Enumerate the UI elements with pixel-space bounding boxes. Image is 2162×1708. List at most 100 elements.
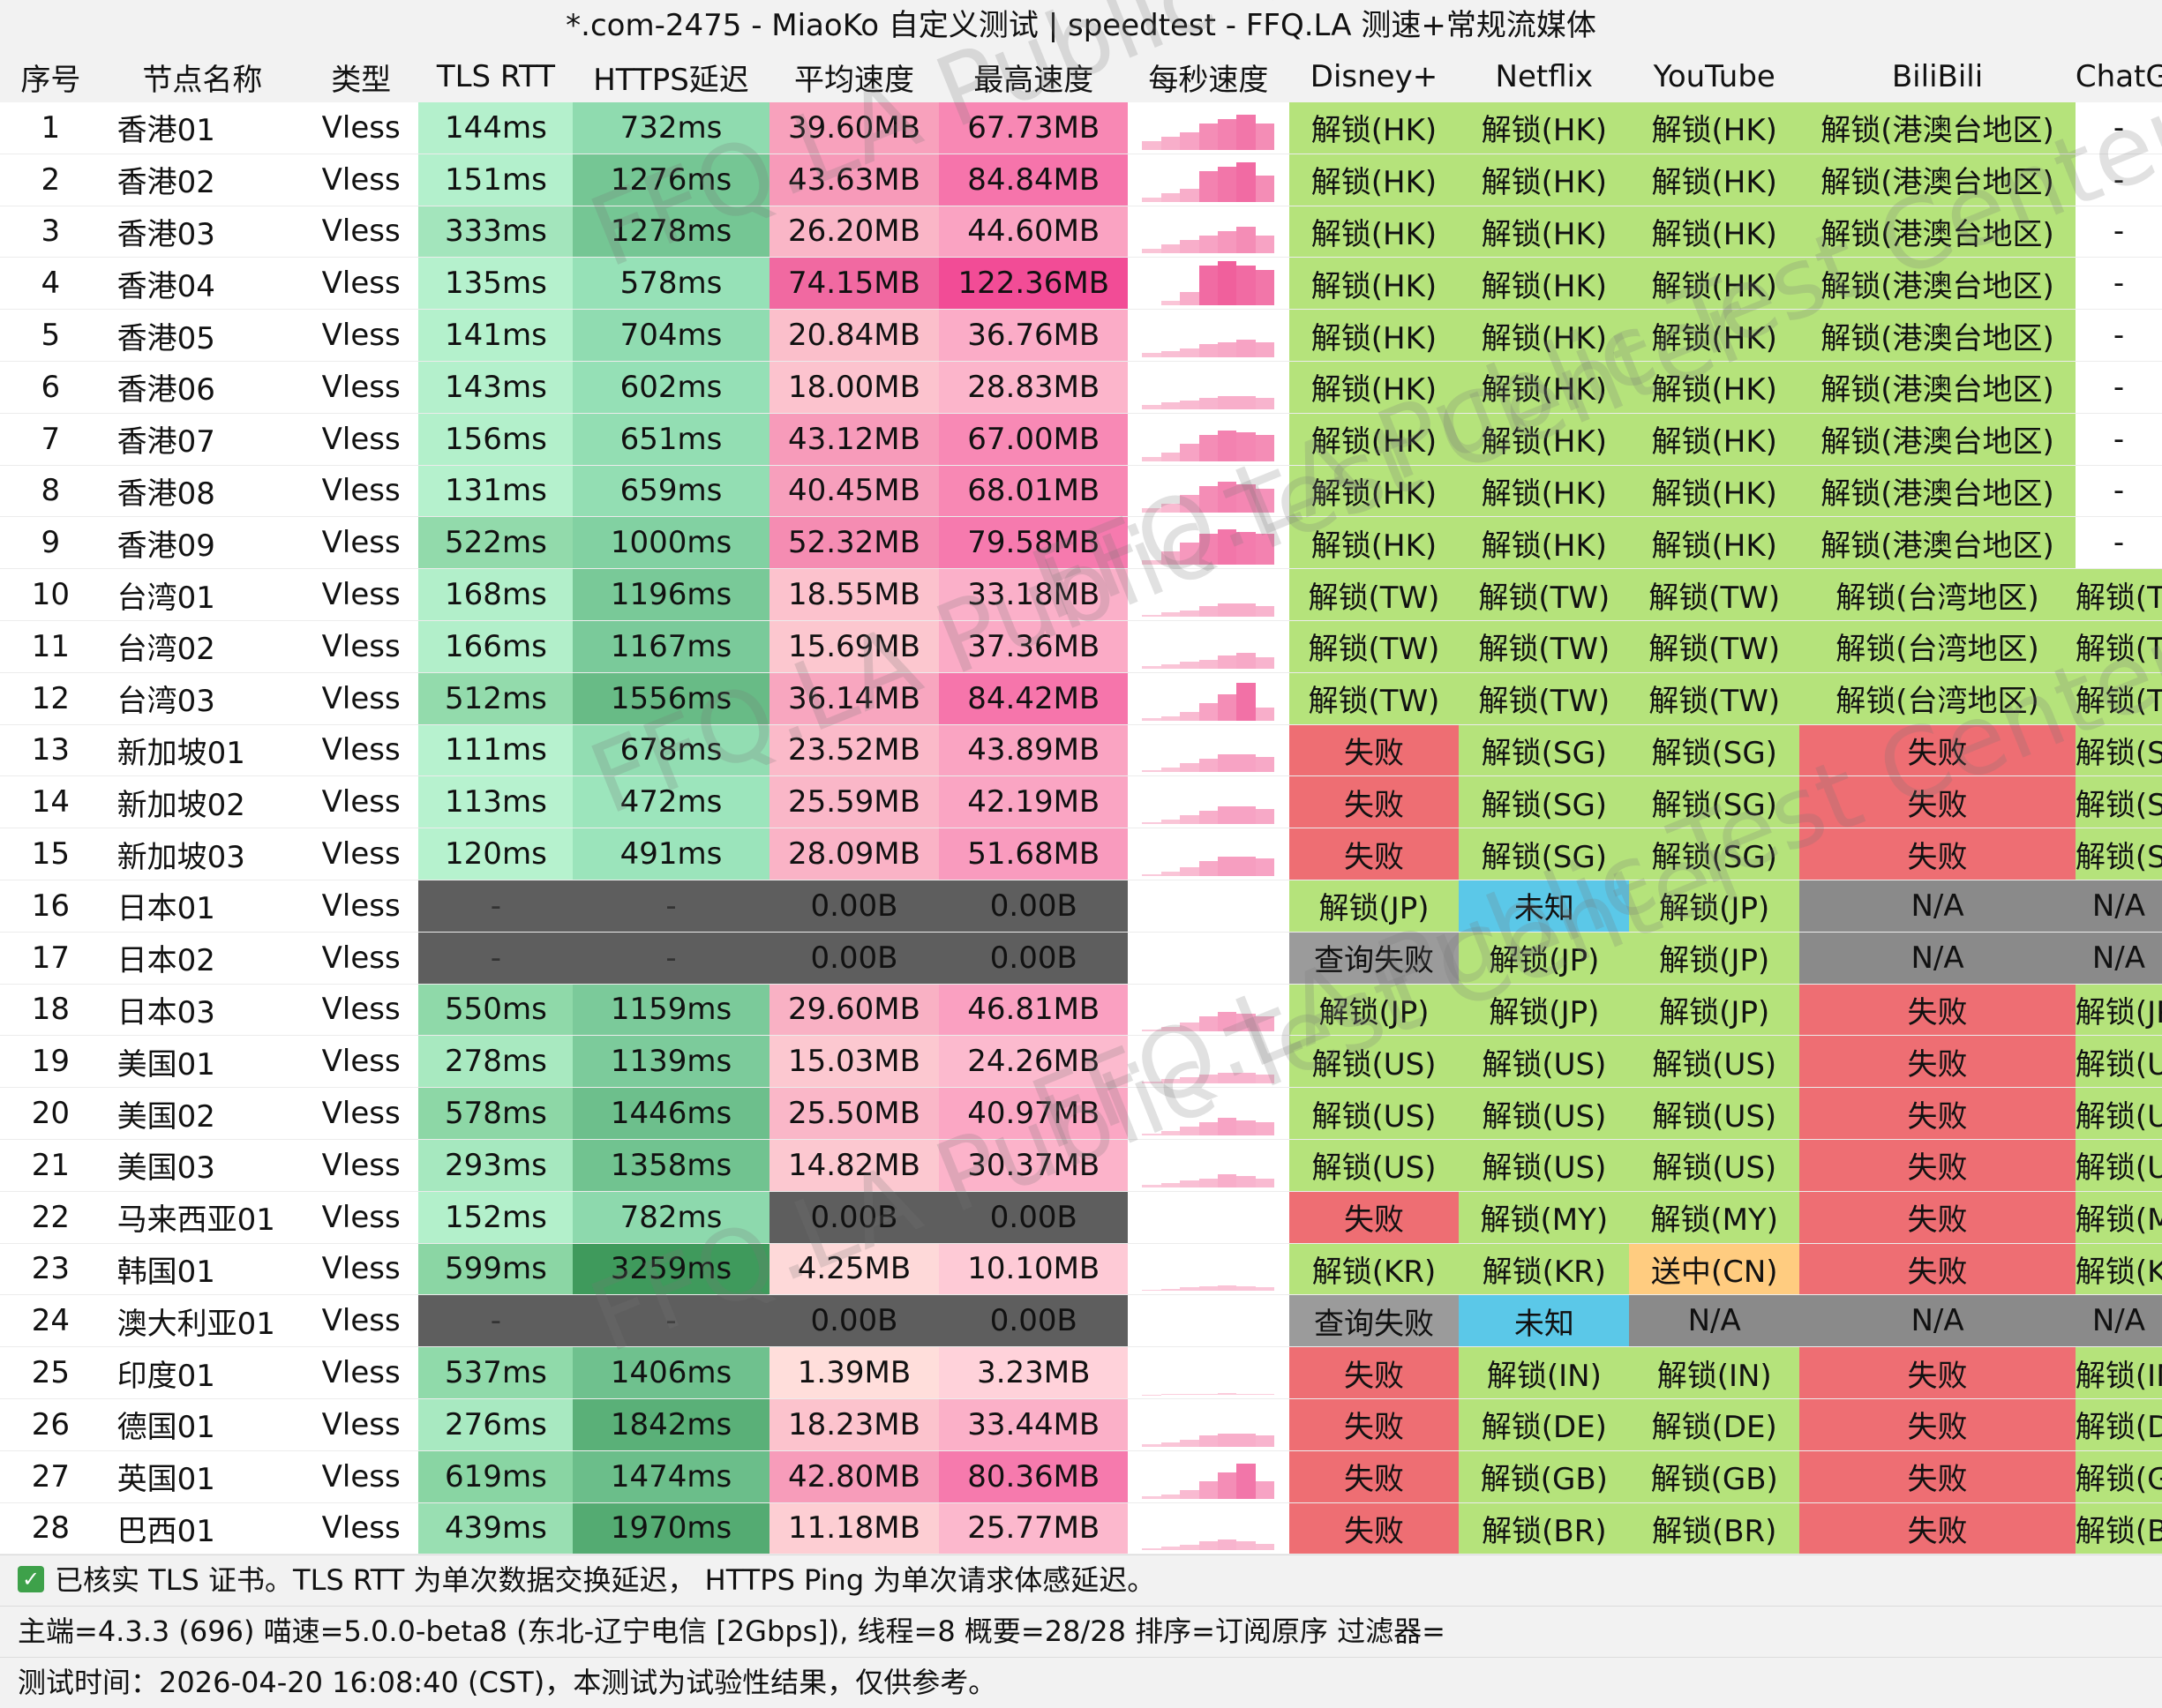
cell-index: 1 bbox=[0, 102, 101, 154]
cell-disney: 解锁(JP) bbox=[1288, 880, 1460, 933]
cell-type: Vless bbox=[304, 516, 419, 570]
table-row[interactable]: 16 日本01 Vless - -0.00B 0.00B 解锁(JP) 未知 解锁(JP) N/A… bbox=[0, 880, 2162, 933]
cell-index: 25 bbox=[0, 1346, 101, 1399]
table-row[interactable]: 15 新加坡03 Vless 120ms 491ms 28.09MB 51.68MB 失败 解锁… bbox=[0, 828, 2162, 880]
cell-node-name: 德国01 bbox=[101, 1398, 304, 1451]
cell-https-latency: 659ms bbox=[573, 465, 769, 518]
table-row[interactable]: 21 美国03 Vless 293ms 1358ms 14.82MB 30.37MB 解锁(U… bbox=[0, 1139, 2162, 1192]
speed-sparkline bbox=[1142, 728, 1275, 773]
cell-avg-speed: 36.14MB bbox=[769, 672, 940, 725]
header-type[interactable]: 类型 bbox=[304, 51, 419, 102]
table-row[interactable]: 26 德国01 Vless 276ms 1842ms 18.23MB 33.44MB 失败 解锁… bbox=[0, 1398, 2162, 1451]
table-row[interactable]: 22 马来西亚01 Vless 152ms 782ms 0.00B 0.00B 失败 解锁(MY… bbox=[0, 1191, 2162, 1244]
table-row[interactable]: 24 澳大利亚01 Vless - -0.00B 0.00B 查询失败 未知 N/A N/A N/A bbox=[0, 1294, 2162, 1348]
cell-node-name: 台湾02 bbox=[101, 620, 304, 673]
table-row[interactable]: 6 香港06 Vless 143ms 602ms 18.00MB 28.83MB 解锁(HK)… bbox=[0, 361, 2162, 414]
sparkline-bar bbox=[1180, 400, 1199, 409]
table-row[interactable]: 20 美国02 Vless 578ms 1446ms 25.50MB 40.97MB 解锁(U… bbox=[0, 1087, 2162, 1140]
header-node-name[interactable]: 节点名称 bbox=[101, 51, 304, 102]
cell-avg-speed: 11.18MB bbox=[769, 1502, 940, 1555]
cell-tls-rtt: - bbox=[418, 932, 574, 985]
cell-index: 22 bbox=[0, 1191, 101, 1244]
header-netflix[interactable]: Netflix bbox=[1459, 51, 1630, 102]
cell-netflix: 解锁(SG) bbox=[1459, 828, 1630, 880]
cell-type: Vless bbox=[304, 1035, 419, 1089]
sparkline-bar bbox=[1142, 1029, 1161, 1032]
cell-type: Vless bbox=[304, 880, 419, 933]
cell-node-name: 香港07 bbox=[101, 413, 304, 466]
table-row[interactable]: 13 新加坡01 Vless 111ms 678ms 23.52MB 43.89MB 失败 解锁… bbox=[0, 724, 2162, 777]
sparkline-bar bbox=[1218, 395, 1237, 409]
cell-bilibili: 失败 bbox=[1799, 984, 2076, 1037]
sparkline-bar bbox=[1198, 486, 1219, 513]
cell-youtube: 解锁(US) bbox=[1629, 1087, 1800, 1140]
cell-index: 9 bbox=[0, 516, 101, 570]
table-row[interactable]: 27 英国01 Vless 619ms 1474ms 42.80MB 80.36MB 失败 解锁… bbox=[0, 1450, 2162, 1503]
table-row[interactable]: 14 新加坡02 Vless 113ms 472ms 25.59MB 42.19MB 失败 解锁… bbox=[0, 775, 2162, 829]
table-row[interactable]: 5 香港05 Vless 141ms 704ms 20.84MB 36.76MB 解锁(HK)… bbox=[0, 309, 2162, 362]
table-row[interactable]: 10 台湾01 Vless 168ms 1196ms 18.55MB 33.18MB 解锁(T… bbox=[0, 568, 2162, 621]
cell-bilibili: 解锁(港澳台地区) bbox=[1799, 206, 2076, 258]
table-row[interactable]: 23 韩国01 Vless 599ms 3259ms 4.25MB 10.10MB 解锁(KR… bbox=[0, 1243, 2162, 1296]
table-header-row: 序号 节点名称 类型 TLS RTT HTTPS延迟 平均速度 最高速度 每秒速… bbox=[0, 51, 2162, 102]
cell-node-name: 香港09 bbox=[101, 516, 304, 570]
header-youtube[interactable]: YouTube bbox=[1629, 51, 1800, 102]
cell-avg-speed: 40.45MB bbox=[769, 465, 940, 518]
sparkline-bar bbox=[1218, 1539, 1237, 1551]
header-avg-speed[interactable]: 平均速度 bbox=[769, 51, 940, 102]
header-https-latency[interactable]: HTTPS延迟 bbox=[573, 51, 769, 102]
cell-node-name: 香港05 bbox=[101, 309, 304, 362]
cell-https-latency: 3259ms bbox=[573, 1243, 769, 1296]
table-row[interactable]: 9 香港09 Vless 522ms 1000ms 52.32MB 79.58MB 解锁(HK… bbox=[0, 516, 2162, 570]
cell-youtube: 解锁(SG) bbox=[1629, 828, 1800, 880]
table-row[interactable]: 19 美国01 Vless 278ms 1139ms 15.03MB 24.26MB 解锁(U… bbox=[0, 1035, 2162, 1089]
table-row[interactable]: 11 台湾02 Vless 166ms 1167ms 15.69MB 37.36MB 解锁(T… bbox=[0, 620, 2162, 673]
cell-per-second-speed bbox=[1128, 206, 1289, 258]
cell-per-second-speed bbox=[1128, 880, 1289, 933]
cell-youtube: 解锁(TW) bbox=[1629, 620, 1800, 673]
table-row[interactable]: 12 台湾03 Vless 512ms 1556ms 36.14MB 84.42MB 解锁(T… bbox=[0, 672, 2162, 725]
table-row[interactable]: 8 香港08 Vless 131ms 659ms 40.45MB 68.01MB 解锁(HK)… bbox=[0, 465, 2162, 518]
cell-node-name: 韩国01 bbox=[101, 1243, 304, 1296]
table-row[interactable]: 28 巴西01 Vless 439ms 1970ms 11.18MB 25.77MB 失败 解锁… bbox=[0, 1502, 2162, 1555]
cell-avg-speed: 52.32MB bbox=[769, 516, 940, 570]
sparkline-bar bbox=[1218, 261, 1237, 306]
sparkline-bar bbox=[1180, 1545, 1199, 1551]
header-disney[interactable]: Disney+ bbox=[1288, 51, 1460, 102]
speed-sparkline bbox=[1142, 261, 1275, 306]
header-chatgpt[interactable]: ChatGPT bbox=[2075, 51, 2162, 102]
table-row[interactable]: 3 香港03 Vless 333ms 1278ms 26.20MB 44.60MB 解锁(HK… bbox=[0, 206, 2162, 258]
sparkline-bar bbox=[1142, 404, 1161, 409]
cell-per-second-speed bbox=[1128, 154, 1289, 206]
cell-disney: 解锁(KR) bbox=[1288, 1243, 1460, 1296]
cell-disney: 解锁(TW) bbox=[1288, 568, 1460, 621]
cell-type: Vless bbox=[304, 828, 419, 880]
cell-index: 27 bbox=[0, 1450, 101, 1503]
table-row[interactable]: 25 印度01 Vless 537ms 1406ms 1.39MB 3.23MB 失败 解锁(I… bbox=[0, 1346, 2162, 1399]
cell-avg-speed: 0.00B bbox=[769, 1294, 940, 1348]
cell-per-second-speed bbox=[1128, 1346, 1289, 1399]
cell-type: Vless bbox=[304, 724, 419, 777]
header-bilibili[interactable]: BiliBili bbox=[1799, 51, 2076, 102]
table-row[interactable]: 1 香港01 Vless 144ms 732ms 39.60MB 67.73MB 解锁(HK)… bbox=[0, 102, 2162, 154]
cell-disney: 失败 bbox=[1288, 1191, 1460, 1244]
cell-max-speed: 25.77MB bbox=[939, 1502, 1129, 1555]
table-row[interactable]: 18 日本03 Vless 550ms 1159ms 29.60MB 46.81MB 解锁(J… bbox=[0, 984, 2162, 1037]
cell-https-latency: 1276ms bbox=[573, 154, 769, 206]
header-max-speed[interactable]: 最高速度 bbox=[939, 51, 1129, 102]
header-tls-rtt[interactable]: TLS RTT bbox=[418, 51, 574, 102]
header-per-second-speed[interactable]: 每秒速度 bbox=[1128, 51, 1289, 102]
cell-netflix: 解锁(HK) bbox=[1459, 465, 1630, 518]
table-row[interactable]: 7 香港07 Vless 156ms 651ms 43.12MB 67.00MB 解锁(HK)… bbox=[0, 413, 2162, 466]
cell-node-name: 英国01 bbox=[101, 1450, 304, 1503]
table-row[interactable]: 2 香港02 Vless 151ms 1276ms 43.63MB 84.84MB 解锁(HK… bbox=[0, 154, 2162, 206]
table-row[interactable]: 17 日本02 Vless - -0.00B 0.00B 查询失败 解锁(JP) 解锁(JP) N… bbox=[0, 932, 2162, 985]
sparkline-bar bbox=[1198, 1435, 1219, 1447]
sparkline-bar bbox=[1236, 683, 1256, 721]
cell-tls-rtt: 619ms bbox=[418, 1450, 574, 1503]
cell-youtube: 解锁(JP) bbox=[1629, 880, 1800, 933]
table-row[interactable]: 4 香港04 Vless 135ms 578ms 74.15MB 122.36MB 解锁(HK… bbox=[0, 257, 2162, 311]
cell-max-speed: 79.58MB bbox=[939, 516, 1129, 570]
cell-disney: 查询失败 bbox=[1288, 1294, 1460, 1348]
header-index[interactable]: 序号 bbox=[0, 51, 101, 102]
